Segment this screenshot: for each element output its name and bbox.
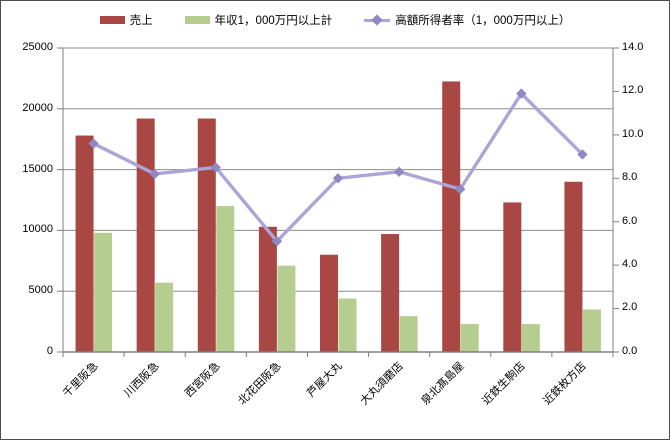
right-axis-tick-label: 2.0 [622,301,638,313]
rate-line-swatch-icon [364,14,391,26]
left-axis-tick-label: 15000 [22,163,53,175]
legend-label-rate: 高額所得者率（1，000万円以上） [395,15,571,27]
legend: 売上 年収1，000万円以上計 高額所得者率（1，000万円以上） [1,12,669,28]
left-axis-tick-label: 20000 [22,102,53,114]
legend-item-rate: 高額所得者率（1，000万円以上） [364,12,570,28]
legend-item-income: 年収1，000万円以上計 [184,12,333,28]
right-axis-tick-label: 10.0 [622,128,644,140]
left-axis-tick-label: 10000 [22,223,53,235]
legend-item-sales: 売上 [99,12,153,28]
left-axis-tick-label: 5000 [28,284,53,296]
income-bar-swatch-icon [184,16,210,24]
left-axis-tick-label: 0 [46,345,53,357]
right-axis-tick-label: 6.0 [622,215,638,227]
diamond-marker-icon [371,14,383,26]
right-axis-tick-label: 14.0 [622,41,644,53]
legend-label-sales: 売上 [129,15,153,27]
right-axis-tick-label: 12.0 [622,84,644,96]
right-axis-tick-label: 0.0 [622,345,638,357]
legend-label-income: 年収1，000万円以上計 [214,15,333,27]
right-axis-tick-label: 8.0 [622,171,638,183]
left-axis-tick-label: 25000 [22,41,53,53]
sales-bar-swatch-icon [99,16,125,24]
right-axis-tick-label: 4.0 [622,258,638,270]
